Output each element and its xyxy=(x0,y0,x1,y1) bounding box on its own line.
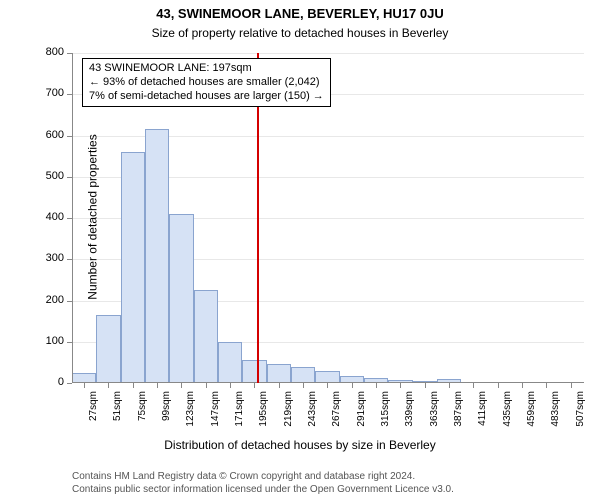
x-tick-mark xyxy=(425,383,426,388)
x-tick-mark xyxy=(254,383,255,388)
x-tick-mark xyxy=(449,383,450,388)
footer-line-2: Contains public sector information licen… xyxy=(72,483,454,496)
x-tick-mark xyxy=(473,383,474,388)
x-tick-label: 363sqm xyxy=(429,391,440,439)
histogram-bar xyxy=(169,214,193,383)
x-tick-mark xyxy=(303,383,304,388)
footer-line-1: Contains HM Land Registry data © Crown c… xyxy=(72,470,454,483)
histogram-bar xyxy=(145,129,169,383)
x-tick-label: 147sqm xyxy=(210,391,221,439)
y-tick-label: 700 xyxy=(34,87,64,99)
y-tick-mark xyxy=(67,53,72,54)
y-axis-label: Number of detached properties xyxy=(86,134,100,299)
y-tick-mark xyxy=(67,94,72,95)
y-tick-mark xyxy=(67,259,72,260)
y-tick-mark xyxy=(67,177,72,178)
x-tick-mark xyxy=(352,383,353,388)
footer-attribution: Contains HM Land Registry data © Crown c… xyxy=(72,470,454,496)
x-tick-label: 411sqm xyxy=(477,391,488,439)
x-tick-label: 219sqm xyxy=(283,391,294,439)
x-tick-label: 339sqm xyxy=(404,391,415,439)
annotation-line-1: 43 SWINEMOOR LANE: 197sqm xyxy=(89,62,324,76)
histogram-bar xyxy=(291,367,315,384)
x-tick-mark xyxy=(84,383,85,388)
x-tick-mark xyxy=(157,383,158,388)
x-tick-label: 99sqm xyxy=(161,391,172,439)
y-tick-label: 600 xyxy=(34,129,64,141)
y-tick-label: 100 xyxy=(34,335,64,347)
x-tick-label: 387sqm xyxy=(453,391,464,439)
y-tick-label: 300 xyxy=(34,252,64,264)
x-tick-label: 123sqm xyxy=(185,391,196,439)
histogram-bar xyxy=(218,342,242,383)
grid-line xyxy=(72,53,584,54)
x-tick-label: 507sqm xyxy=(575,391,586,439)
x-tick-label: 483sqm xyxy=(550,391,561,439)
y-tick-label: 0 xyxy=(34,376,64,388)
x-tick-label: 75sqm xyxy=(137,391,148,439)
x-tick-label: 195sqm xyxy=(258,391,269,439)
annotation-line-2: ← 93% of detached houses are smaller (2,… xyxy=(89,76,324,90)
x-tick-mark xyxy=(181,383,182,388)
y-tick-mark xyxy=(67,136,72,137)
x-tick-label: 243sqm xyxy=(307,391,318,439)
x-tick-mark xyxy=(400,383,401,388)
x-tick-label: 315sqm xyxy=(380,391,391,439)
x-tick-mark xyxy=(133,383,134,388)
x-tick-label: 267sqm xyxy=(331,391,342,439)
x-tick-label: 51sqm xyxy=(112,391,123,439)
histogram-bar xyxy=(267,364,291,383)
x-tick-mark xyxy=(522,383,523,388)
x-tick-mark xyxy=(206,383,207,388)
x-tick-label: 459sqm xyxy=(526,391,537,439)
x-tick-label: 435sqm xyxy=(502,391,513,439)
y-tick-mark xyxy=(67,218,72,219)
x-tick-mark xyxy=(498,383,499,388)
x-tick-label: 27sqm xyxy=(88,391,99,439)
histogram-bar xyxy=(121,152,145,383)
x-tick-mark xyxy=(230,383,231,388)
annotation-box: 43 SWINEMOOR LANE: 197sqm ← 93% of detac… xyxy=(82,58,331,107)
y-axis-line xyxy=(72,53,73,383)
annotation-line-3: 7% of semi-detached houses are larger (1… xyxy=(89,90,324,104)
y-tick-label: 800 xyxy=(34,46,64,58)
y-tick-mark xyxy=(67,301,72,302)
y-tick-mark xyxy=(67,383,72,384)
x-tick-mark xyxy=(571,383,572,388)
x-tick-mark xyxy=(108,383,109,388)
y-tick-label: 400 xyxy=(34,211,64,223)
x-tick-mark xyxy=(546,383,547,388)
page-title: 43, SWINEMOOR LANE, BEVERLEY, HU17 0JU xyxy=(0,6,600,21)
histogram-bar xyxy=(194,290,218,383)
x-tick-label: 291sqm xyxy=(356,391,367,439)
x-tick-mark xyxy=(327,383,328,388)
x-tick-mark xyxy=(376,383,377,388)
page-subtitle: Size of property relative to detached ho… xyxy=(0,26,600,40)
histogram-bar xyxy=(242,360,266,383)
x-tick-mark xyxy=(279,383,280,388)
y-tick-label: 200 xyxy=(34,294,64,306)
x-tick-label: 171sqm xyxy=(234,391,245,439)
y-tick-label: 500 xyxy=(34,170,64,182)
x-axis-label: Distribution of detached houses by size … xyxy=(0,438,600,452)
histogram-bar xyxy=(96,315,120,383)
y-tick-mark xyxy=(67,342,72,343)
chart-container: 43, SWINEMOOR LANE, BEVERLEY, HU17 0JU S… xyxy=(0,0,600,500)
